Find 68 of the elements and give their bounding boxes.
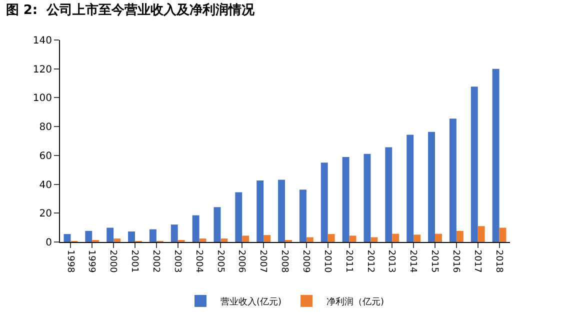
bar bbox=[128, 231, 135, 242]
x-tick-label: 2010 bbox=[322, 250, 332, 273]
bar bbox=[470, 86, 478, 242]
x-tick-label: 2017 bbox=[472, 250, 482, 273]
x-tick-label: 2018 bbox=[493, 250, 504, 273]
y-tick-label: 120 bbox=[32, 64, 52, 76]
bar bbox=[342, 157, 350, 242]
x-tick-label: 2009 bbox=[300, 250, 311, 273]
bar bbox=[320, 162, 328, 242]
bar bbox=[449, 118, 456, 242]
y-tick-label: 20 bbox=[39, 208, 52, 220]
bar bbox=[149, 229, 156, 242]
x-tick-label: 2012 bbox=[364, 250, 375, 273]
bar bbox=[414, 234, 421, 242]
x-tick-label: 1999 bbox=[86, 250, 96, 273]
x-tick-label: 2007 bbox=[258, 250, 268, 273]
x-tick-label: 2000 bbox=[108, 250, 118, 273]
bar bbox=[385, 147, 392, 242]
y-tick-label: 0 bbox=[46, 238, 52, 248]
x-tick-label: 2005 bbox=[214, 250, 225, 273]
legend-label: 净利润（亿元) bbox=[326, 296, 384, 308]
x-tick-label: 2015 bbox=[429, 250, 440, 273]
bar bbox=[428, 132, 435, 242]
bar bbox=[192, 215, 200, 242]
x-tick-label: 2006 bbox=[236, 250, 246, 273]
bar bbox=[256, 180, 264, 242]
bar bbox=[242, 236, 250, 242]
bar bbox=[364, 154, 371, 242]
x-tick-label: 2008 bbox=[279, 250, 290, 273]
bar bbox=[235, 192, 242, 242]
y-tick-label: 140 bbox=[32, 36, 52, 46]
bar bbox=[85, 230, 92, 242]
x-tick-label: 2002 bbox=[150, 250, 161, 273]
y-tick-label: 100 bbox=[32, 93, 52, 104]
bar bbox=[214, 207, 221, 242]
legend-label: 营业收入(亿元) bbox=[220, 296, 282, 308]
bar bbox=[106, 228, 114, 242]
bar bbox=[492, 68, 500, 242]
x-tick-label: 2014 bbox=[408, 250, 418, 273]
bar bbox=[328, 234, 335, 242]
bar bbox=[114, 238, 121, 242]
bar bbox=[370, 237, 378, 242]
bar bbox=[299, 190, 306, 242]
y-tick-label: 40 bbox=[39, 180, 52, 191]
x-tick-label: 1998 bbox=[64, 250, 75, 273]
bar bbox=[478, 226, 485, 242]
x-tick-label: 2016 bbox=[450, 250, 461, 273]
x-tick-label: 2003 bbox=[172, 250, 182, 273]
bar bbox=[349, 236, 356, 242]
bar bbox=[64, 234, 71, 242]
bar bbox=[306, 237, 314, 242]
bar bbox=[406, 134, 414, 242]
bar bbox=[435, 234, 442, 242]
y-tick-label: 80 bbox=[39, 122, 52, 134]
bar bbox=[392, 234, 400, 242]
bar bbox=[264, 235, 271, 242]
x-tick-label: 2004 bbox=[193, 250, 204, 273]
bar bbox=[170, 224, 178, 242]
bar bbox=[220, 238, 228, 242]
x-tick-label: 2013 bbox=[386, 250, 396, 273]
bar bbox=[456, 230, 464, 242]
bar bbox=[278, 180, 285, 242]
x-tick-label: 2001 bbox=[129, 250, 140, 273]
bar bbox=[499, 228, 506, 242]
x-tick-label: 2011 bbox=[343, 250, 354, 273]
y-tick-label: 60 bbox=[39, 150, 52, 162]
chart-title: 图 2: 公司上市至今营业收入及净利润情况 bbox=[6, 2, 256, 18]
bar bbox=[199, 238, 206, 242]
